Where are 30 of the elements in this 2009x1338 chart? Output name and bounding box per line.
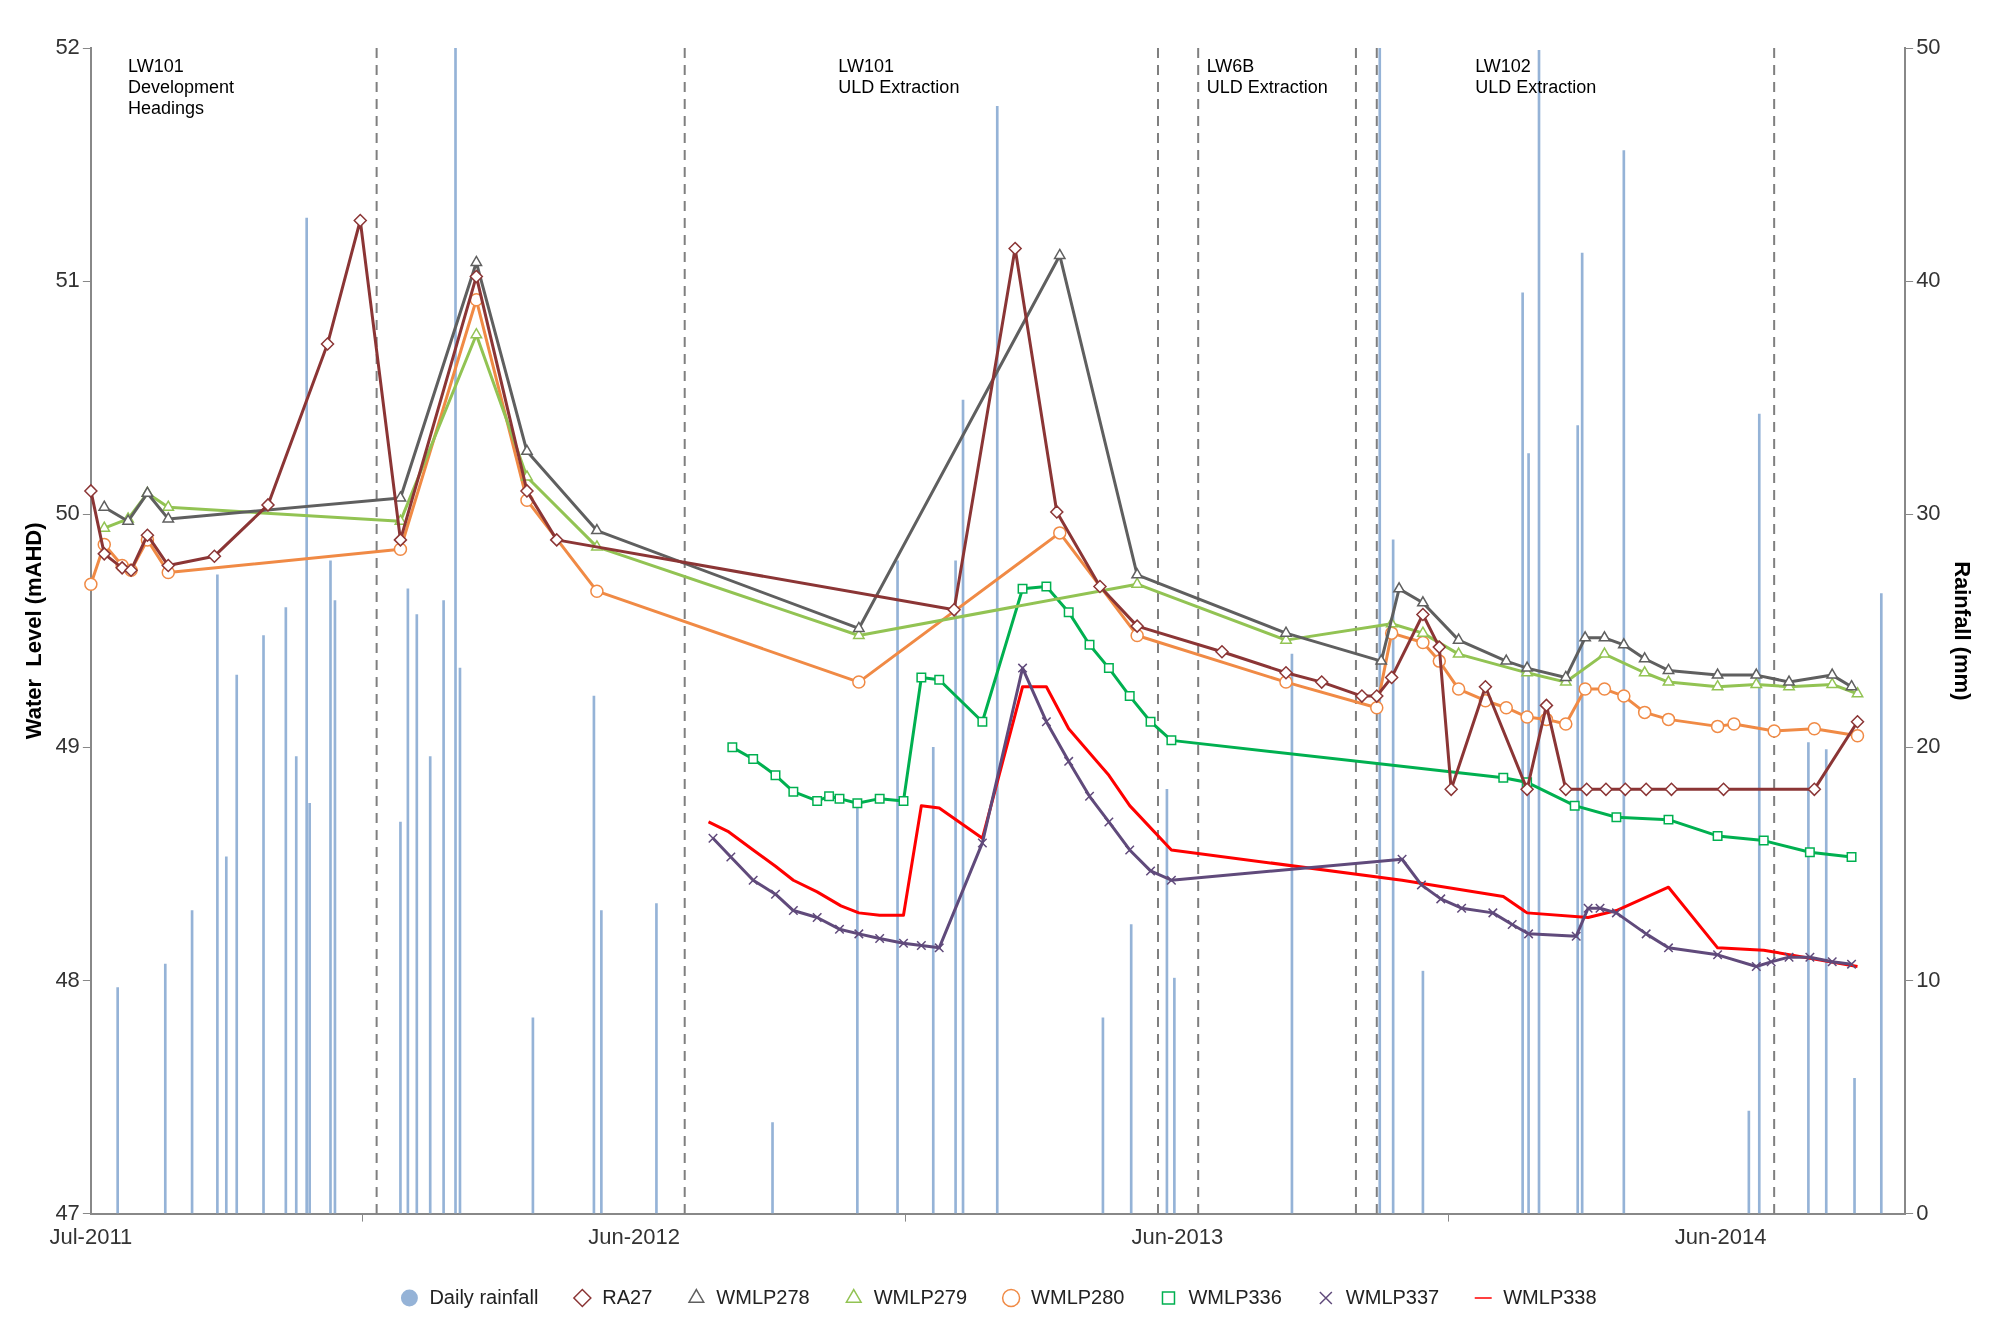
legend-label: WMLP337	[1345, 1285, 1440, 1308]
y2-axis-title: Rainfall (mm)	[1949, 561, 1975, 701]
legend-label: WMLP278	[716, 1285, 810, 1308]
legend-label: WMLP338	[1503, 1285, 1597, 1308]
y2-tick-label: 50	[1916, 34, 1941, 60]
annotation: LW102 ULD Extraction	[1475, 55, 1597, 97]
y2-tick-label: 20	[1916, 733, 1941, 759]
y-tick-label: 49	[55, 733, 80, 759]
y-tick-label: 47	[55, 1199, 80, 1225]
annotation: LW6B ULD Extraction	[1206, 55, 1328, 97]
legend-label: WMLP279	[873, 1285, 968, 1308]
y-tick-label: 52	[55, 34, 80, 60]
x-tick-label: Jun-2012	[588, 1223, 680, 1249]
y2-tick-label: 10	[1916, 966, 1941, 992]
legend-label: WMLP280	[1031, 1285, 1125, 1308]
annotation: LW101 ULD Extraction	[838, 55, 960, 97]
y-tick-label: 50	[55, 500, 80, 526]
legend-label: Daily rainfall	[429, 1285, 539, 1308]
y2-tick-label: 40	[1916, 267, 1941, 293]
y-tick-label: 48	[55, 966, 80, 992]
y2-tick-label: 0	[1916, 1199, 1929, 1225]
x-tick-label: Jun-2014	[1674, 1223, 1767, 1249]
annotation: LW101 Development Headings	[128, 55, 235, 118]
y2-tick-label: 30	[1916, 500, 1941, 526]
legend-label: WMLP336	[1188, 1285, 1282, 1308]
y-axis-title: Water Level (mAHD)	[21, 522, 47, 740]
x-tick-label: Jul-2011	[49, 1223, 133, 1249]
y-tick-label: 51	[55, 267, 80, 293]
x-tick-label: Jun-2013	[1131, 1223, 1224, 1249]
legend-label: RA27	[602, 1285, 653, 1308]
